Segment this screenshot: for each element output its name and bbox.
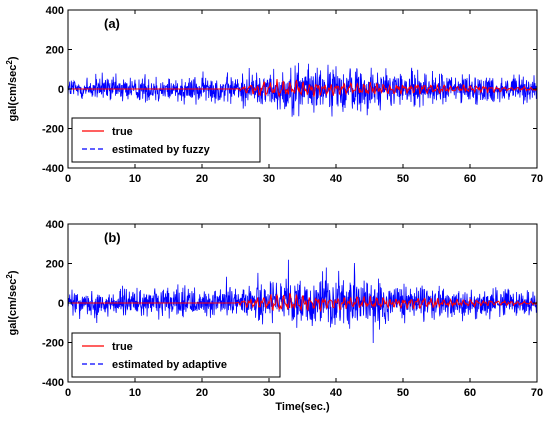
- y-tick-label: 200: [46, 45, 64, 57]
- x-tick-label: 70: [531, 173, 543, 185]
- x-tick-label: 50: [397, 173, 409, 185]
- y-tick-label: -400: [42, 377, 64, 389]
- y-axis-label-close: ): [7, 56, 19, 60]
- y-axis-label-close: ): [7, 270, 19, 274]
- legend: true estimated by adaptive: [71, 332, 281, 378]
- panel-a: 0 10 20 30 40 50 60 70 400 200 0 -200 -400 (a) gal(cm/…: [5, 5, 543, 185]
- legend-box: [71, 117, 261, 163]
- y-tick-label: 400: [46, 5, 64, 17]
- y-tick-label: 200: [46, 259, 64, 271]
- legend-label-estimated: estimated by fuzzy: [112, 144, 211, 156]
- legend-label-true: true: [112, 341, 133, 353]
- y-tick-label: 400: [46, 219, 64, 231]
- y-axis-label: gal(cm/sec2): [5, 270, 19, 335]
- x-tick-label: 60: [464, 173, 476, 185]
- traces: [68, 62, 537, 117]
- x-axis-label: Time(sec.): [275, 401, 330, 413]
- x-tick-label: 30: [263, 173, 275, 185]
- x-tick-label: 10: [129, 387, 141, 399]
- panel-label: (a): [104, 16, 120, 31]
- x-tick-label: 30: [263, 387, 275, 399]
- y-axis-label-text: gal(cm/sec: [7, 65, 19, 122]
- y-axis-label-text: gal(cm/sec: [7, 279, 19, 336]
- y-tick-label: 0: [58, 84, 64, 96]
- x-tick-label: 70: [531, 387, 543, 399]
- y-tick-label: -200: [42, 124, 64, 136]
- true-series-line: [68, 79, 537, 98]
- x-tick-label: 40: [330, 387, 342, 399]
- legend: true estimated by fuzzy: [71, 117, 261, 163]
- estimated-series-line: [68, 259, 537, 344]
- x-tick-label: 0: [65, 173, 71, 185]
- y-tick-label: -200: [42, 338, 64, 350]
- x-tick-label: 50: [397, 387, 409, 399]
- panel-label: (b): [104, 230, 121, 245]
- x-tick-label: 60: [464, 387, 476, 399]
- legend-box: [71, 332, 281, 378]
- y-axis-label-sup: 2: [5, 60, 14, 65]
- y-tick-label: 0: [58, 298, 64, 310]
- x-tick-label: 0: [65, 387, 71, 399]
- x-tick-label: 20: [196, 387, 208, 399]
- x-tick-label: 10: [129, 173, 141, 185]
- panel-b: 0 10 20 30 40 50 60 70 400 200 0 -200 -400 (b) gal(cm/…: [5, 219, 543, 413]
- x-tick-label: 40: [330, 173, 342, 185]
- y-axis-label-sup: 2: [5, 274, 14, 279]
- y-axis-label: gal(cm/sec2): [5, 56, 19, 121]
- legend-label-true: true: [112, 126, 133, 138]
- traces: [68, 259, 537, 344]
- true-series-line: [68, 292, 537, 313]
- y-tick-label: -400: [42, 163, 64, 175]
- legend-label-estimated: estimated by adaptive: [112, 359, 227, 371]
- x-tick-label: 20: [196, 173, 208, 185]
